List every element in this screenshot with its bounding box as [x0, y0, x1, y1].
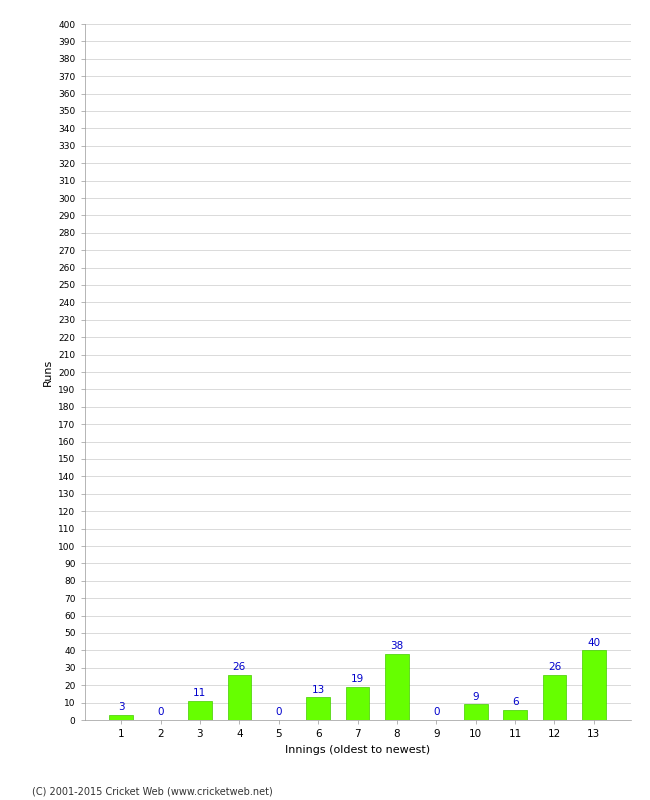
Text: 9: 9 — [473, 692, 479, 702]
Text: 26: 26 — [548, 662, 561, 672]
Bar — [582, 650, 606, 720]
Text: 40: 40 — [588, 638, 601, 648]
Bar — [346, 687, 369, 720]
Bar — [385, 654, 409, 720]
Text: 19: 19 — [351, 674, 364, 684]
Text: 26: 26 — [233, 662, 246, 672]
Text: 3: 3 — [118, 702, 124, 712]
Text: 13: 13 — [311, 685, 325, 694]
Text: 38: 38 — [390, 642, 404, 651]
Y-axis label: Runs: Runs — [43, 358, 53, 386]
Bar — [188, 701, 212, 720]
Text: 0: 0 — [433, 707, 439, 718]
Text: (C) 2001-2015 Cricket Web (www.cricketweb.net): (C) 2001-2015 Cricket Web (www.cricketwe… — [32, 786, 273, 796]
Bar — [306, 698, 330, 720]
Bar — [503, 710, 527, 720]
Bar — [227, 674, 251, 720]
X-axis label: Innings (oldest to newest): Innings (oldest to newest) — [285, 745, 430, 754]
Text: 11: 11 — [193, 688, 207, 698]
Bar — [464, 704, 488, 720]
Bar — [109, 714, 133, 720]
Bar — [543, 674, 566, 720]
Text: 0: 0 — [157, 707, 164, 718]
Text: 0: 0 — [276, 707, 282, 718]
Text: 6: 6 — [512, 697, 519, 707]
